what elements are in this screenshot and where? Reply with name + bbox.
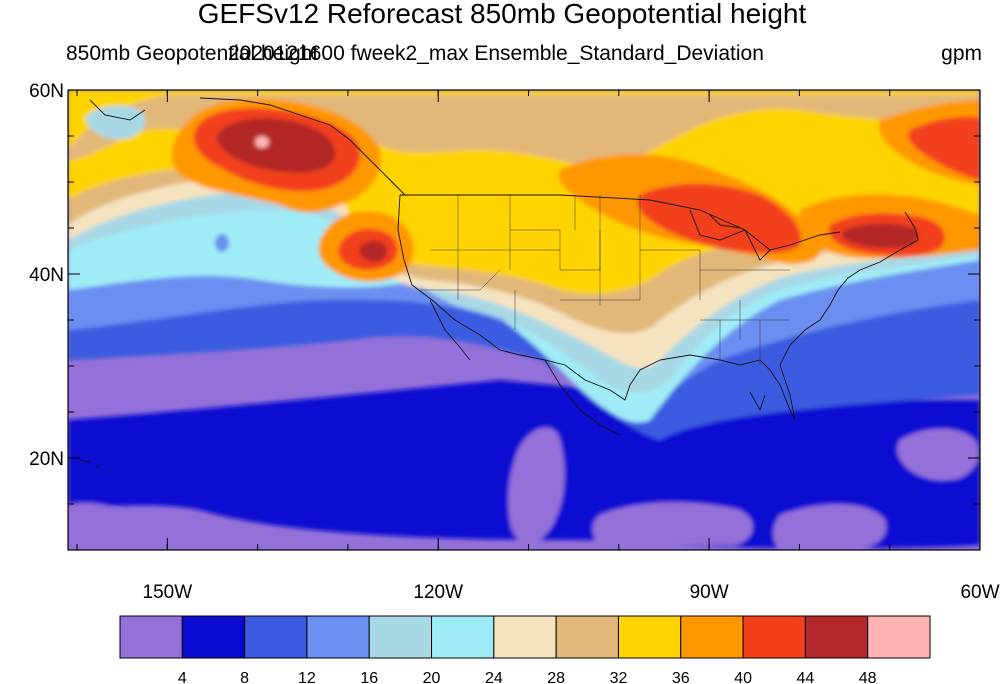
x-tick-label: 120W	[413, 582, 463, 603]
colorbar-label: 48	[859, 670, 877, 684]
y-tick-label: 40N	[29, 265, 64, 286]
colorbar-swatch	[680, 615, 744, 659]
x-tick-label: 150W	[143, 582, 193, 603]
variable-subtitle: 850mb Geopotential height	[66, 42, 319, 65]
axis-ticks: 150W 120W 90W 60W 60N 40N 20N	[29, 81, 999, 603]
colorbar-label: 16	[360, 670, 378, 684]
y-tick-label: 60N	[29, 81, 64, 102]
colorbar-swatch	[867, 615, 931, 659]
run-subtitle: 2020121600 fweek2_max Ensemble_Standard_…	[228, 42, 764, 65]
map-title: GEFSv12 Reforecast 850mb Geopotential he…	[197, 0, 807, 29]
colorbar-swatch	[493, 615, 557, 659]
colorbar-label: 36	[672, 670, 690, 684]
colorbar-swatch	[555, 615, 619, 659]
colorbar-label: 20	[423, 670, 441, 684]
colorbar-swatch	[368, 615, 433, 659]
colorbar-label: 28	[547, 670, 565, 684]
colorbar: 4 8 12 16 20 24 28 32 36 40 44 48	[119, 615, 931, 684]
colorbar-label: 24	[485, 670, 503, 684]
contour-field	[68, 90, 980, 550]
colorbar-label: 12	[298, 670, 316, 684]
colorbar-swatch	[244, 615, 308, 659]
colorbar-label: 8	[240, 670, 249, 684]
colorbar-swatch	[742, 615, 806, 659]
colorbar-swatch	[804, 615, 869, 659]
colorbar-label: 32	[610, 670, 628, 684]
colorbar-swatch	[181, 615, 246, 659]
colorbar-swatch	[431, 615, 495, 659]
colorbar-swatch	[119, 615, 183, 659]
coastlines	[79, 97, 919, 469]
colorbar-label: 4	[178, 670, 187, 684]
x-tick-label: 90W	[690, 582, 729, 603]
colorbar-swatch	[306, 615, 370, 659]
colorbar-label: 44	[796, 670, 814, 684]
colorbar-label: 40	[734, 670, 752, 684]
units-label: gpm	[941, 42, 982, 65]
x-tick-label: 60W	[960, 582, 999, 603]
y-tick-label: 20N	[29, 449, 64, 470]
colorbar-swatch	[617, 615, 682, 659]
state-borders	[420, 195, 790, 365]
